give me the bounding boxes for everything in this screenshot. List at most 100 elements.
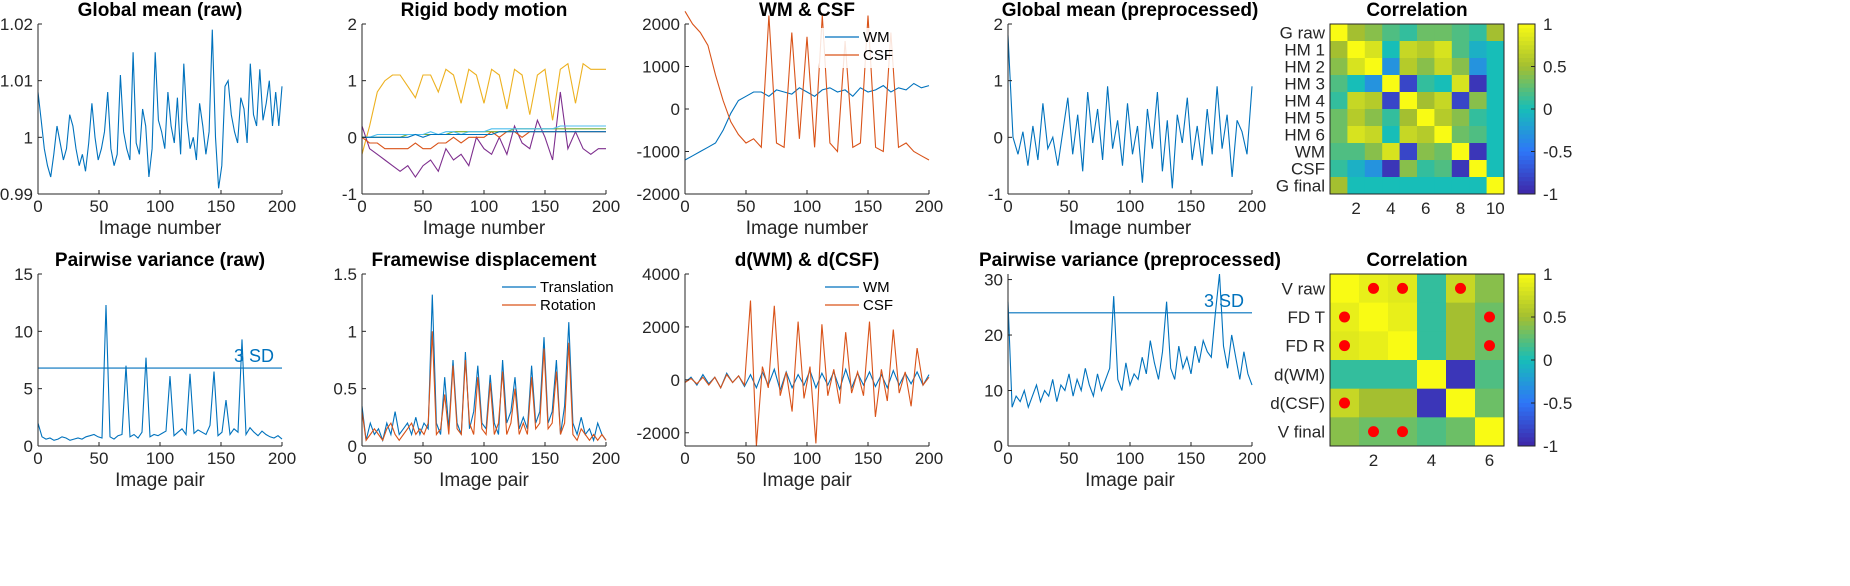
corr1-colorbar-step [1518, 138, 1535, 144]
corr1-cell [1451, 58, 1470, 76]
corr1-cell [1434, 143, 1453, 161]
wmcsf-xtick-label: 200 [915, 197, 943, 216]
corr1-colorbar-step [1518, 49, 1535, 55]
fd-title: Framewise displacement [372, 250, 598, 271]
corr1-xtick-label: 10 [1486, 199, 1505, 218]
corr2-colorbar-step [1518, 295, 1535, 301]
corr1-colorbar-step [1518, 134, 1535, 140]
corr1-colorbar-step [1518, 41, 1535, 46]
corr2-colorbar-step [1518, 351, 1535, 357]
corr2-significance-marker [1339, 397, 1350, 409]
corr2-colorbar-step [1518, 317, 1535, 322]
corr1-cell [1486, 143, 1505, 161]
corr2-cell [1446, 331, 1476, 361]
pvpre-series-0 [1007, 273, 1253, 410]
wmcsf-title: WM & CSF [759, 0, 855, 21]
corr1-colorbar-step [1518, 181, 1535, 186]
corr2-colorbar-step [1518, 420, 1535, 425]
dwmcsf-xtick-label: 50 [737, 449, 756, 468]
corr1-cell [1434, 58, 1453, 76]
corr2-colorbar-step [1518, 428, 1535, 434]
corr1-frame [1329, 23, 1505, 195]
gmpre-xtick-label: 150 [1177, 197, 1205, 216]
corr2-colorbar-step [1518, 390, 1535, 395]
corr2-cell [1475, 388, 1505, 418]
corr1-cell [1347, 92, 1366, 110]
corr1-colorbar-step [1518, 121, 1535, 127]
wmcsf-legend-box [819, 28, 927, 68]
fd-legend-box [496, 278, 604, 318]
corr1-cell [1417, 41, 1435, 59]
corr1-colorbar-step [1518, 168, 1535, 174]
pvraw-xtick-label: 150 [207, 449, 235, 468]
rbm-xtick-label: 50 [414, 197, 433, 216]
corr1-colorbar-label: -0.5 [1543, 143, 1572, 162]
corr1-cell [1347, 41, 1366, 59]
corr1-colorbar-label: 0 [1543, 100, 1552, 119]
corr1-cell [1330, 160, 1348, 178]
corr1-cell [1434, 41, 1453, 59]
corr1-cell [1364, 92, 1383, 110]
corr1-cell [1364, 109, 1383, 127]
gmraw-xtick-label: 150 [207, 197, 235, 216]
corr1-colorbar-step [1518, 96, 1535, 101]
corr2-significance-marker [1484, 311, 1495, 323]
corr2-row-label: d(CSF) [1270, 394, 1325, 413]
corr2-colorbar-step [1518, 334, 1535, 339]
corr1-colorbar-label: 1 [1543, 15, 1552, 34]
corr2-colorbar-step [1518, 411, 1535, 417]
pvpre-xtick-label: 100 [1116, 449, 1144, 468]
wmcsf-xtick-label: 150 [854, 197, 882, 216]
corr1-cell [1451, 177, 1470, 195]
corr1-colorbar-step [1518, 151, 1535, 157]
corr2-colorbar-step [1518, 338, 1535, 344]
fd-xtick-label: 100 [470, 449, 498, 468]
corr2-cell [1417, 417, 1447, 447]
wmcsf-xtick-label: 0 [680, 197, 689, 216]
corr1-row-label: HM 1 [1284, 41, 1325, 60]
corr2-colorbar-step [1518, 325, 1535, 331]
corr1-cell [1382, 109, 1401, 127]
corr1-colorbar-step [1518, 104, 1535, 110]
wmcsf-xlabel: Image number [746, 218, 869, 239]
corr2-colorbar-label: -0.5 [1543, 394, 1572, 413]
gmraw-ytick-label: 1 [24, 128, 33, 147]
corr2-cell [1359, 302, 1389, 332]
gmpre-panel: Global mean (preprocessed) 0 50 100 150 200 -1… [988, 0, 1266, 239]
corr1-cell [1382, 143, 1401, 161]
corr1-colorbar-step [1518, 28, 1535, 33]
gmraw-panel: Global mean (raw) 0 50 100 150 200 0.99 1 1.01 1.… [0, 0, 296, 239]
gmpre-ytick-label: 1 [994, 72, 1003, 91]
corr2-colorbar-label: 0.5 [1543, 308, 1567, 327]
pvpre-xlabel: Image pair [1085, 470, 1175, 491]
corr1-cell [1469, 92, 1488, 110]
pvpre-ytick-label: 0 [994, 437, 1003, 456]
corr2-significance-marker [1484, 340, 1495, 352]
corr1-cell [1330, 92, 1348, 110]
corr2-colorbar-step [1518, 278, 1535, 284]
corr2-row-label: V final [1278, 423, 1325, 442]
corr1-cell [1364, 58, 1383, 76]
corr2-xtick-label: 6 [1485, 451, 1494, 470]
corr1-cell [1364, 143, 1383, 161]
corr2-colorbar-step [1518, 360, 1535, 365]
corr1-cell [1486, 160, 1505, 178]
corr1-cell [1382, 75, 1401, 93]
corr1-colorbar-step [1518, 172, 1535, 178]
corr2-row-label: FD T [1288, 308, 1325, 327]
gmraw-xtick-label: 100 [146, 197, 174, 216]
corr1-row-label: WM [1295, 143, 1325, 162]
corr1-cell [1399, 143, 1418, 161]
corr1-cell [1417, 75, 1435, 93]
pvpre-xtick-label: 200 [1238, 449, 1266, 468]
corr1-cell [1417, 143, 1435, 161]
corr1-colorbar-step [1518, 75, 1535, 80]
pvpre-xtick-label: 50 [1060, 449, 1079, 468]
corr1-cell [1347, 160, 1366, 178]
corr2-cell [1330, 360, 1360, 390]
fd-ytick-label: 1 [348, 322, 357, 341]
corr2-significance-marker [1339, 311, 1350, 323]
corr2-title: Correlation [1366, 250, 1467, 271]
corr1-cell [1347, 109, 1366, 127]
corr1-cell [1364, 177, 1383, 195]
